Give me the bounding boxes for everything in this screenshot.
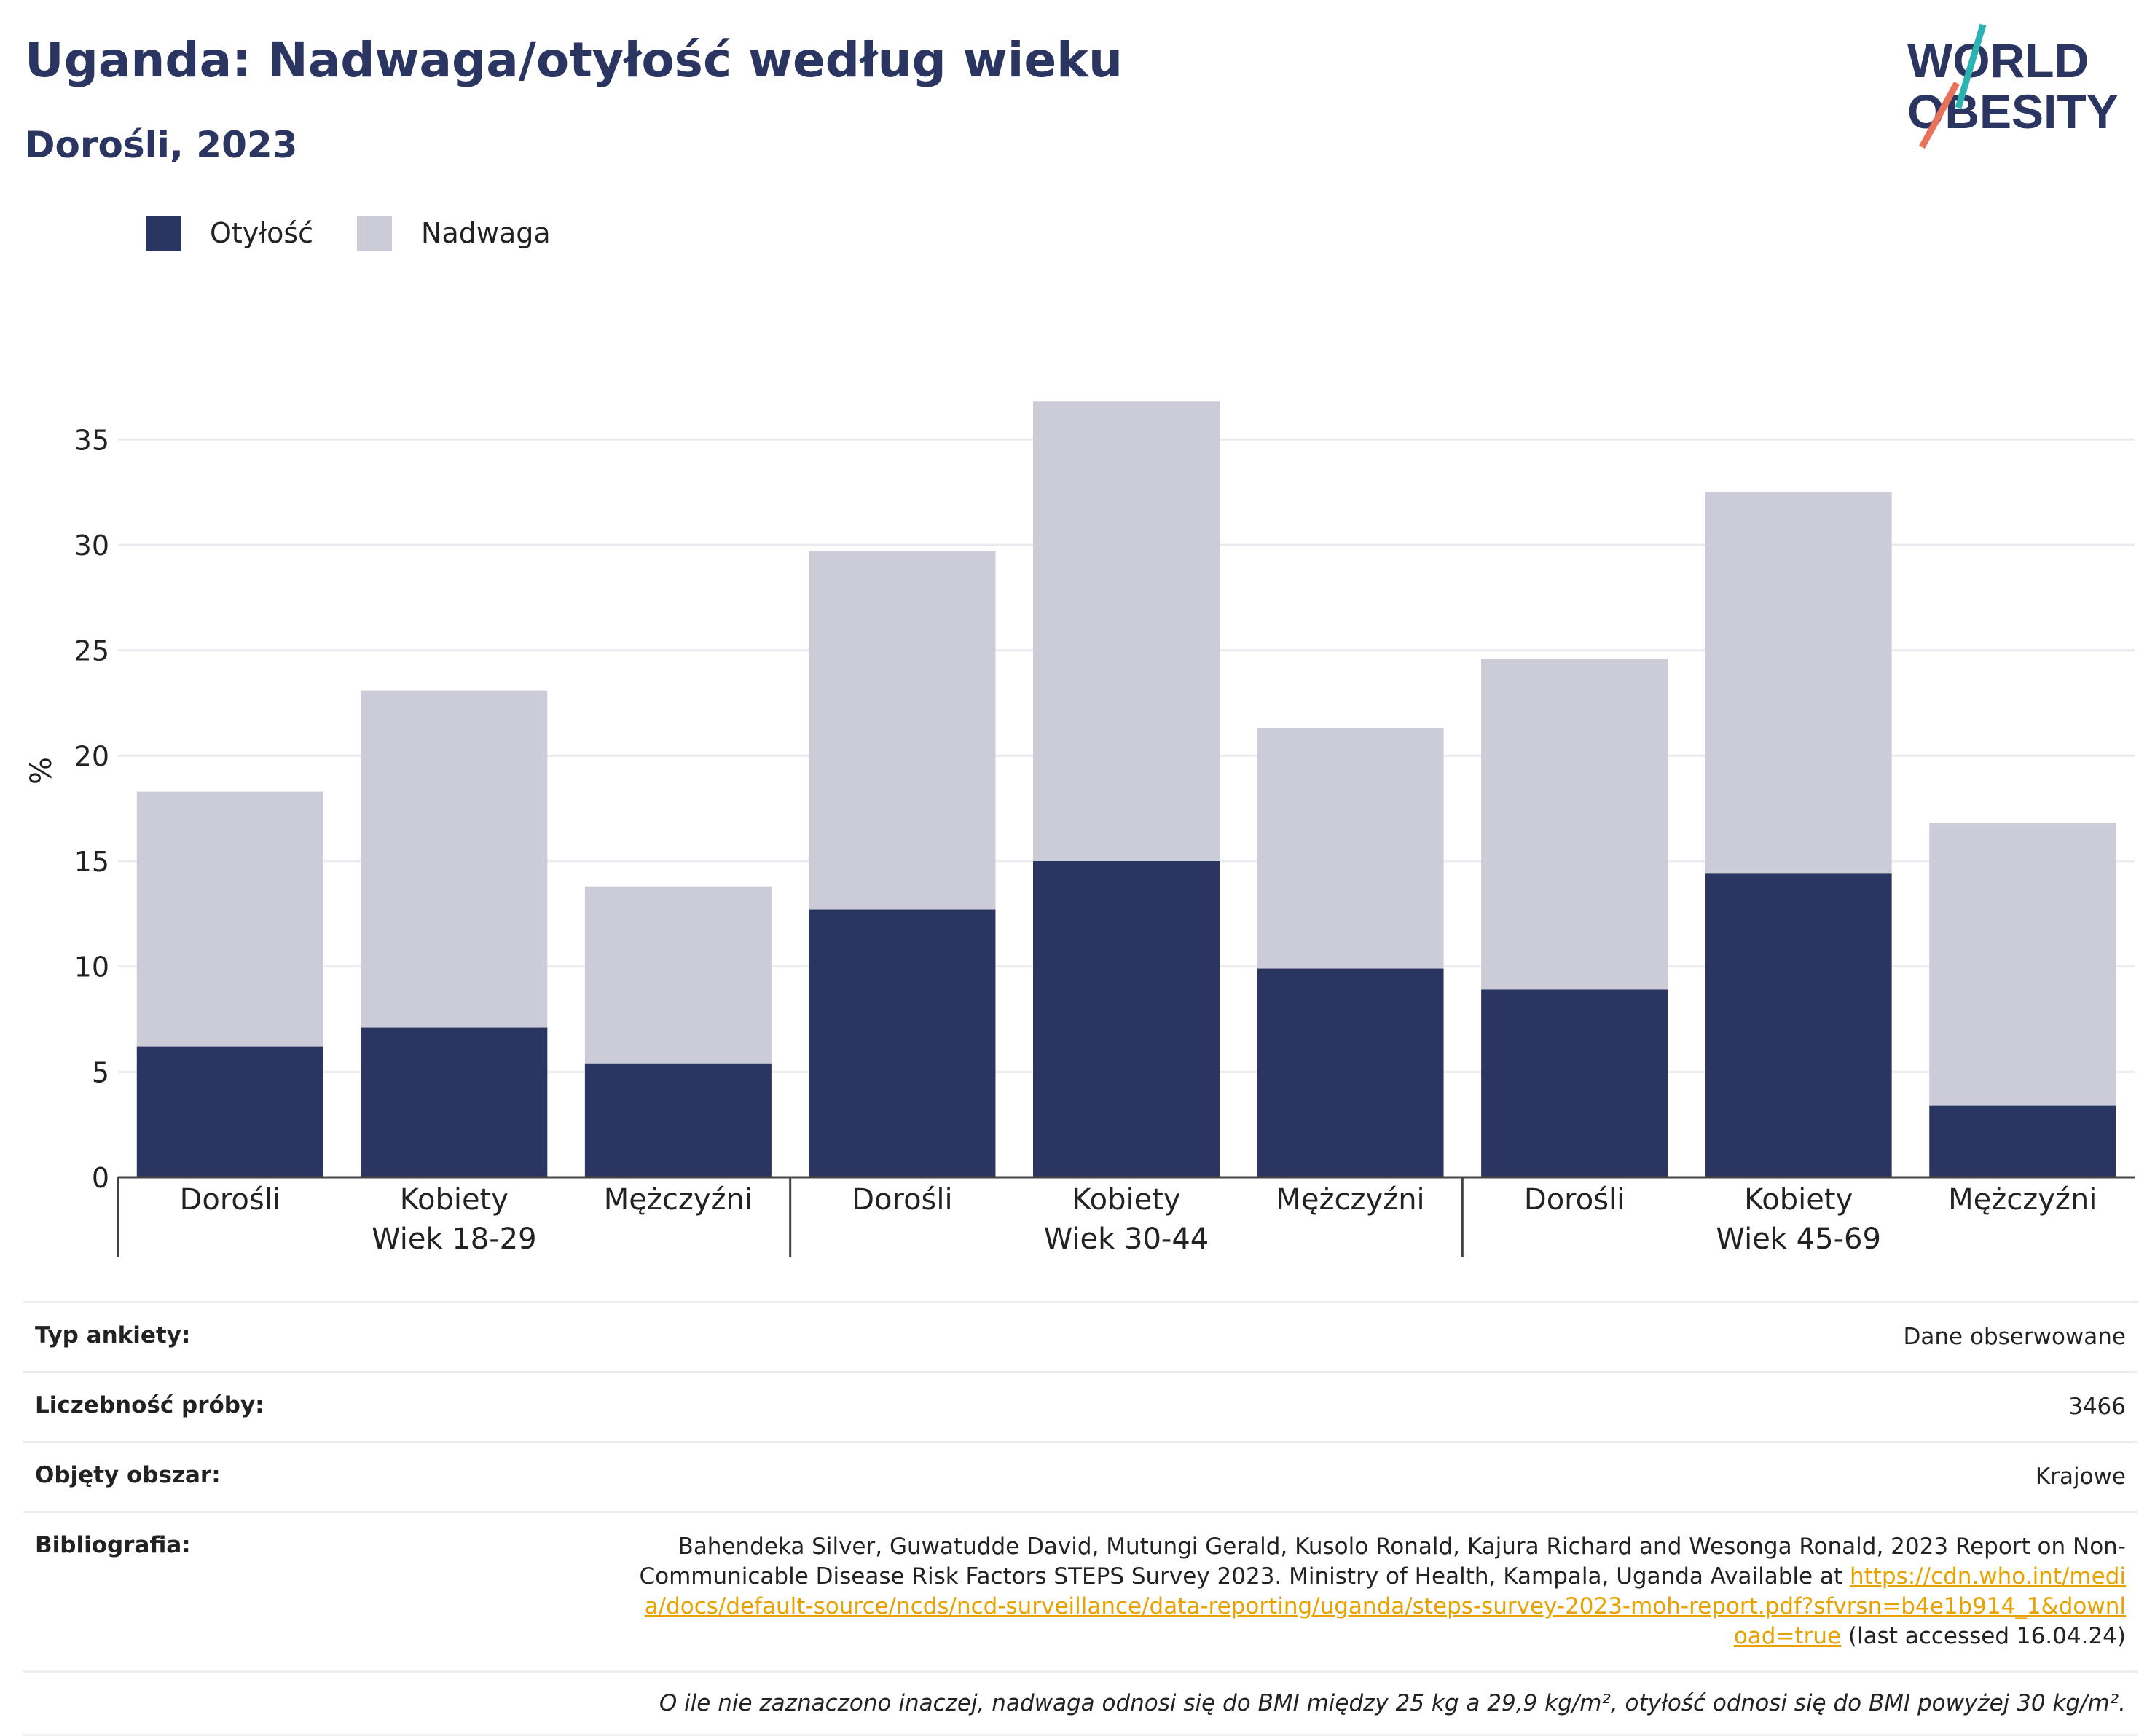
x-category-label: Mężczyźni [1948,1183,2097,1217]
x-category-label: Dorośli [180,1183,280,1217]
bar-overweight [1481,659,1668,990]
bar-obesity [584,1063,772,1177]
bar-obesity [136,1046,323,1177]
info-row-area: Objęty obszar: Krajowe [23,1441,2138,1511]
x-group-label: Wiek 45-69 [1716,1222,1881,1256]
logo-slash-red [1919,81,1960,149]
legend-swatch-obesity [146,216,181,251]
bar-overweight [1033,401,1220,861]
page-title: Uganda: Nadwaga/otyłość według wieku [25,32,1123,88]
info-key: Liczebność próby: [35,1392,264,1418]
info-row-sample-size: Liczebność próby: 3466 [23,1371,2138,1441]
chart-legend: Otyłość Nadwaga [146,216,587,251]
y-tick-label: 25 [74,635,109,667]
y-tick-label: 10 [74,951,109,983]
survey-info-table: Typ ankiety: Dane obserwowane Liczebność… [23,1301,2138,1736]
y-tick-label: 0 [92,1162,109,1194]
y-tick-label: 30 [74,530,109,562]
logo-slash-teal [1955,23,1987,109]
bar-obesity [1033,861,1220,1177]
info-row-survey-type: Typ ankiety: Dane obserwowane [23,1301,2138,1371]
y-tick-label: 15 [74,846,109,878]
x-category-label: Mężczyźni [1276,1183,1424,1217]
info-key: Bibliografia: [35,1532,191,1558]
x-category-label: Dorośli [852,1183,952,1217]
bar-overweight [1257,728,1444,969]
y-tick-label: 20 [74,740,109,772]
bibliography-text: Bahendeka Silver, Guwatudde David, Mutun… [639,1533,2126,1590]
info-key: Objęty obszar: [35,1462,221,1488]
bar-obesity [1257,968,1444,1177]
legend-item-obesity[interactable]: Otyłość [146,216,313,251]
bar-obesity [809,909,996,1177]
y-axis-label: % [25,757,58,785]
legend-label-overweight: Nadwaga [421,217,551,249]
legend-item-overweight[interactable]: Nadwaga [357,216,551,251]
x-group-label: Wiek 30-44 [1044,1222,1209,1256]
bar-obesity [1705,873,1892,1177]
info-value: Krajowe [2035,1464,2126,1490]
x-group-label: Wiek 18-29 [372,1222,537,1256]
bmi-definition-note: O ile nie zaznaczono inaczej, nadwaga od… [23,1670,2138,1736]
world-obesity-logo: WORLD OBESITY [1907,23,2119,149]
info-value: Dane obserwowane [1903,1324,2126,1350]
info-key: Typ ankiety: [35,1322,191,1348]
page-subtitle: Dorośli, 2023 [25,124,298,166]
bar-obesity [1929,1105,2116,1177]
info-row-bibliography: Bibliografia: Bahendeka Silver, Guwatudd… [23,1511,2138,1670]
x-category-label: Mężczyźni [604,1183,753,1217]
x-category-label: Dorośli [1524,1183,1625,1217]
stacked-bar-chart: 0 5 10 15 20 25 30 35% Dorośli Kobiety Mężczyźni Wi… [25,401,2135,1257]
legend-label-obesity: Otyłość [210,217,314,249]
bibliography-link[interactable]: https://cdn.who.int/media/docs/default-s… [644,1563,2126,1649]
y-tick-label: 35 [74,424,109,456]
legend-swatch-overweight [357,216,393,251]
bar-overweight [809,551,996,910]
y-tick-label: 5 [92,1056,109,1088]
bibliography-value: Bahendeka Silver, Guwatudde David, Mutun… [632,1532,2126,1651]
bar-overweight [361,690,548,1028]
bar-obesity [361,1027,548,1177]
logo-line1: WORLD [1907,34,2089,87]
bar-overweight [136,791,323,1047]
bar-overweight [1705,492,1892,874]
bar-obesity [1481,989,1668,1177]
info-value: 3466 [2068,1394,2126,1420]
bar-overweight [1929,822,2116,1106]
x-category-label: Kobiety [1072,1183,1180,1217]
bibliography-accessed: (last accessed 16.04.24) [1848,1623,2126,1649]
x-category-label: Kobiety [400,1183,509,1217]
bar-overweight [584,886,772,1064]
x-category-label: Kobiety [1744,1183,1853,1217]
